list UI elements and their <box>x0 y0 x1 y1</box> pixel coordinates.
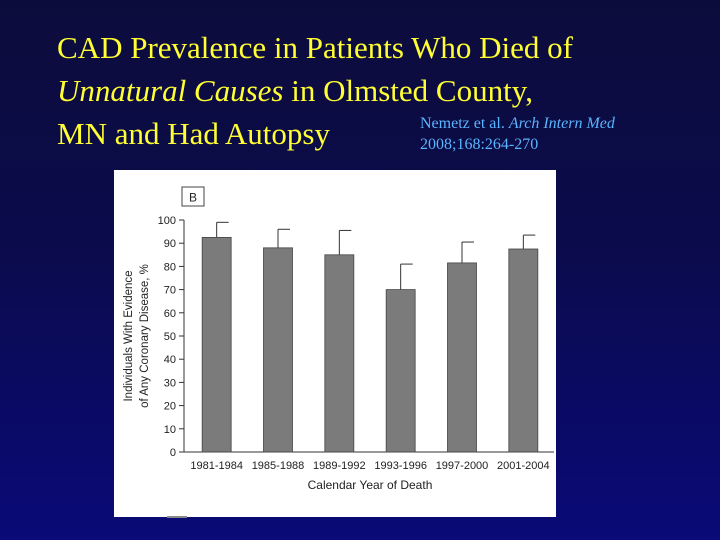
y-tick-label: 50 <box>164 331 176 343</box>
x-tick-label: 1985-1988 <box>252 460 305 472</box>
citation-authors: Nemetz et al. <box>420 115 509 132</box>
x-tick-label: 1981-1984 <box>190 460 243 472</box>
y-tick-label: 100 <box>158 215 176 227</box>
bar <box>201 237 232 453</box>
chart-panel: B 0 10 20 30 40 50 60 70 80 90 100 Individuals With … <box>114 170 556 517</box>
title-line-1: CAD Prevalence in Patients Who Died of <box>57 30 573 65</box>
title-line-3: MN and Had Autopsy <box>57 116 330 151</box>
citation-journal: Arch Intern Med <box>508 115 615 132</box>
bar <box>263 247 293 453</box>
slide-title: CAD Prevalence in Patients Who Died of U… <box>57 26 697 155</box>
panel-label: B <box>189 191 197 205</box>
bar <box>447 262 477 453</box>
x-tick-label: 1993-1996 <box>374 460 427 472</box>
y-tick-label: 40 <box>164 354 176 366</box>
title-line-2-rest: in Olmsted County, <box>283 73 533 108</box>
bar <box>385 289 416 453</box>
x-axis-label: Calendar Year of Death <box>308 478 433 492</box>
y-axis-label-line-1: Individuals With Evidence <box>123 270 135 401</box>
panel-edge-mark <box>167 516 187 518</box>
y-tick-label: 20 <box>164 401 176 413</box>
y-tick-label: 10 <box>164 424 176 436</box>
bar <box>508 248 539 453</box>
y-tick-label: 90 <box>164 238 176 250</box>
y-tick-label: 60 <box>164 308 176 320</box>
y-tick-label: 0 <box>170 447 176 459</box>
panel-label-box <box>181 186 205 207</box>
title-italic-phrase: Unnatural Causes <box>57 73 284 108</box>
x-tick-label: 2001-2004 <box>497 460 550 472</box>
citation-line-2: 2008;168:264-270 <box>420 136 539 153</box>
y-tick-label: 30 <box>164 377 176 389</box>
citation: Nemetz et al. Arch Intern Med 2008;168:2… <box>420 113 615 155</box>
y-tick-label: 70 <box>164 285 176 297</box>
bar-chart: B 0 10 20 30 40 50 60 70 80 90 100 Individuals With … <box>123 186 554 492</box>
bar <box>324 254 355 453</box>
title-line-2: Unnatural Causes in Olmsted County, <box>57 69 697 112</box>
citation-line-1: Nemetz et al. Arch Intern Med <box>420 113 615 134</box>
x-tick-label: 1989-1992 <box>313 460 366 472</box>
x-tick-label: 1997-2000 <box>436 460 489 472</box>
y-axis-label-line-2: of Any Coronary Disease, % <box>139 264 151 408</box>
y-tick-label: 80 <box>164 261 176 273</box>
